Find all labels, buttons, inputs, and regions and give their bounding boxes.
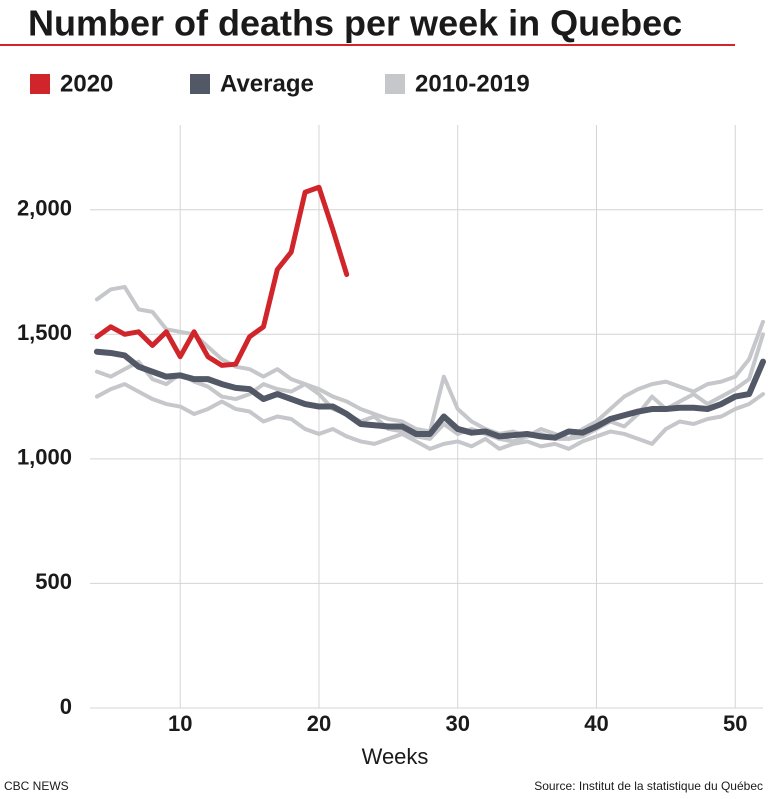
legend-label: Average bbox=[220, 70, 314, 97]
y-tick-label: 2,000 bbox=[17, 196, 72, 221]
series-line bbox=[94, 332, 765, 444]
y-tick-label: 1,000 bbox=[17, 445, 72, 470]
legend-swatch bbox=[190, 74, 210, 94]
legend-swatch bbox=[385, 74, 405, 94]
chart-title: Number of deaths per week in Quebec bbox=[28, 3, 682, 44]
y-tick-label: 0 bbox=[60, 694, 72, 719]
legend-label: 2020 bbox=[60, 70, 113, 97]
source: Source: Institut de la statistique du Qu… bbox=[534, 779, 763, 793]
y-tick-label: 500 bbox=[35, 569, 72, 594]
credit: CBC NEWS bbox=[4, 779, 69, 793]
series-line bbox=[94, 382, 765, 451]
series-line bbox=[93, 348, 766, 441]
series-line bbox=[94, 184, 350, 368]
x-tick-label: 20 bbox=[307, 711, 331, 736]
legend-swatch bbox=[30, 74, 50, 94]
x-tick-label: 40 bbox=[584, 711, 608, 736]
x-tick-label: 30 bbox=[445, 711, 469, 736]
series-line bbox=[94, 284, 765, 441]
x-tick-label: 50 bbox=[723, 711, 747, 736]
legend-label: 2010-2019 bbox=[415, 70, 530, 97]
x-axis-label: Weeks bbox=[362, 744, 429, 769]
y-tick-label: 1,500 bbox=[17, 320, 72, 345]
x-tick-label: 10 bbox=[168, 711, 192, 736]
